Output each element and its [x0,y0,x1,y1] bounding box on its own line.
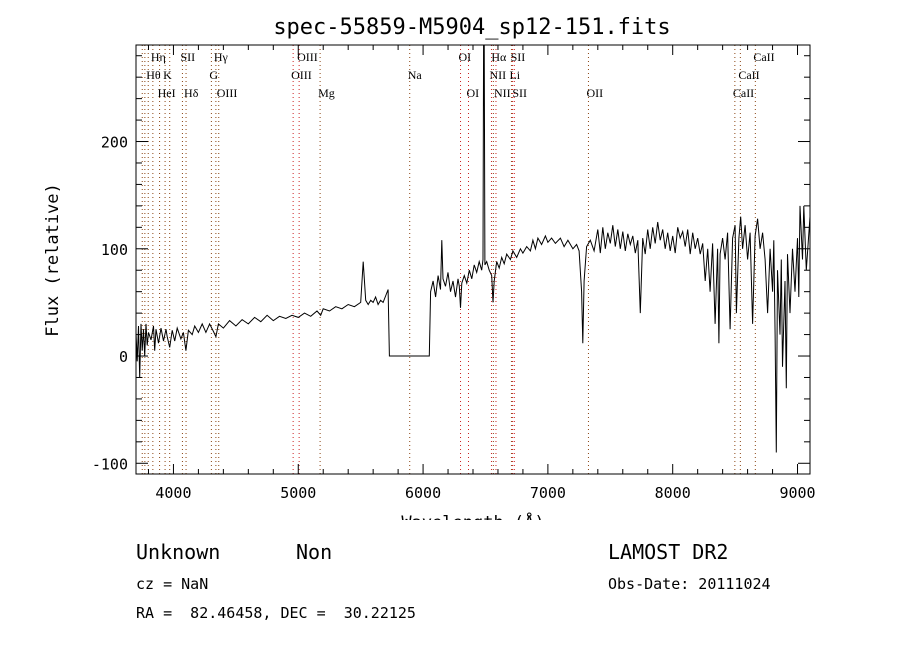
feature-label: NII [489,68,506,82]
spectrum-chart: spec-55859-M5904_sp12-151.fits Hη SII Hγ OI… [43,15,816,520]
feature-label: CaII [733,86,754,100]
classification-label: Unknown [136,540,221,564]
x-tick-label: 6000 [405,484,441,502]
feature-label: Hδ [184,86,199,100]
feature-label: NII [494,86,511,100]
axis-ticks: 4000 5000 6000 7000 8000 9000 -100 0 100 200 [92,45,816,502]
spectrum-series-line [136,45,810,453]
y-tick-label: 200 [101,134,128,152]
feature-label: Mg [318,86,335,100]
data-layer [136,45,810,453]
x-tick-label: 9000 [779,484,815,502]
feature-label: CaII [753,50,774,64]
survey-label: LAMOST DR2 [608,540,729,564]
y-axis-label: Flux (relative) [43,183,63,337]
y-tick-label: 0 [119,348,128,366]
feature-label: OI [459,50,472,64]
feature-label: G [209,68,218,82]
x-tick-label: 7000 [530,484,566,502]
feature-label: Li [509,68,520,82]
feature-label: CaII [738,68,759,82]
x-tick-label: 5000 [280,484,316,502]
coordinates-readout: RA = 82.46458, DEC = 30.22125 [136,604,416,622]
feature-label: OIII [297,50,318,64]
feature-label: K [163,68,172,82]
feature-label: SII [511,50,526,64]
plot-frame [135,44,811,475]
x-tick-label: 4000 [155,484,191,502]
subclass-label: Non [296,540,333,564]
chart-title: spec-55859-M5904_sp12-151.fits [273,15,670,40]
y-tick-label: 100 [101,241,128,259]
feature-label: Hθ [146,68,161,82]
x-axis-label: Wavelength (Å) [401,511,544,520]
feature-label: Na [408,68,423,82]
feature-label: OI [467,86,480,100]
feature-label: HeI [158,86,176,100]
y-tick-label: -100 [92,455,128,473]
feature-label: Hη [151,50,166,64]
feature-label: SII [180,50,195,64]
feature-label: OIII [217,86,238,100]
redshift-readout: cz = NaN [136,575,209,593]
obs-date-readout: Obs-Date: 20111024 [608,575,771,593]
x-tick-label: 8000 [655,484,691,502]
feature-label: Hα [491,50,507,64]
feature-label: Hγ [214,50,229,64]
feature-label: SII [512,86,527,100]
feature-label: OIII [291,68,312,82]
marker-lines [141,45,756,474]
feature-label: OII [586,86,603,100]
